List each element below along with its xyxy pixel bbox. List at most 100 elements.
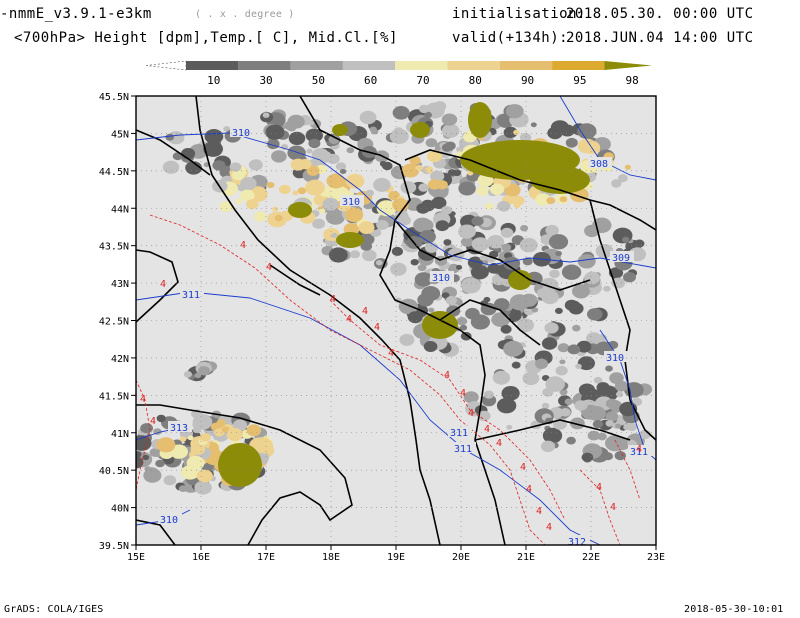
cloud-cell (376, 220, 389, 230)
cloud-cell (572, 324, 581, 332)
latitude-label: 42.5N (99, 317, 129, 328)
latitude-label: 41.5N (99, 391, 129, 402)
cloud-core (508, 270, 532, 290)
cloud-cell (587, 308, 603, 321)
cloud-cell (306, 148, 313, 154)
cloud-cell (461, 237, 474, 247)
colorbar-label: 70 (416, 74, 429, 87)
cloud-cell (531, 307, 539, 313)
temperature-label: 4 (140, 394, 146, 405)
temperature-label: 4 (150, 416, 156, 427)
cloud-cell (576, 340, 592, 353)
cloud-cell (634, 239, 645, 248)
cloud-cell (587, 406, 606, 421)
cloud-cell (262, 112, 270, 118)
latitude-label: 43N (111, 279, 129, 290)
cloud-cell (467, 256, 483, 269)
coast-border-line (136, 129, 211, 176)
cloud-cell (452, 169, 462, 177)
cloud-cell (522, 257, 533, 266)
cloud-cell (287, 114, 305, 129)
cloud-cell (615, 391, 624, 398)
cloud-cell (564, 299, 579, 311)
cloud-cell (523, 306, 535, 316)
cloud-cell (156, 437, 176, 453)
colorbar-label: 50 (312, 74, 325, 87)
cloud-cell (165, 133, 175, 141)
cloud-cell (328, 247, 348, 263)
cloud-cell (399, 333, 415, 346)
coast-border-line (589, 199, 656, 441)
colorbar-label: 10 (207, 74, 220, 87)
height-label-bg (158, 513, 182, 524)
cloud-cell (546, 197, 556, 205)
cloud-cell (181, 148, 196, 160)
cloud-cell (500, 227, 514, 238)
temperature-label: 4 (536, 506, 542, 517)
cloud-cell (577, 254, 596, 269)
cloud-cell (477, 410, 491, 422)
temperature-label: 4 (636, 444, 642, 455)
cloud-cell (430, 170, 445, 182)
cloud-cell (410, 259, 419, 266)
cloud-cell (506, 424, 513, 430)
model-title: -nmmE_v3.9.1-e3km (0, 6, 152, 22)
cloud-cell (501, 243, 512, 252)
colorbar-segment (342, 61, 396, 70)
cloud-cell (592, 420, 604, 429)
cloud-colorbar: 10 30 50 60 70 80 90 95 98 (145, 60, 652, 87)
latitude-label: 45.5N (99, 92, 129, 103)
cloud-cell (597, 334, 607, 342)
cloud-cell (463, 391, 479, 404)
cloud-cell (274, 214, 283, 222)
cloud-cell (443, 239, 452, 246)
cloud-cell (487, 235, 505, 249)
cloud-cell (288, 131, 306, 145)
colorbar-segment (238, 61, 291, 70)
height-contour-label: 310 (432, 273, 450, 284)
cloud-cell (492, 370, 511, 385)
colorbar-right-arrow (604, 61, 652, 70)
cloud-cell (549, 269, 560, 279)
cloud-cell (458, 181, 476, 196)
cloud-cell (605, 420, 614, 427)
cloud-cell (501, 403, 513, 413)
cloud-cell (520, 225, 529, 232)
cloud-cell (199, 433, 211, 442)
cloud-cell (240, 189, 255, 202)
cloud-cell (535, 358, 548, 369)
cloud-cell (605, 398, 619, 409)
cloud-cell (461, 277, 481, 294)
cloud-cell (163, 475, 177, 486)
cloud-cell (434, 255, 448, 266)
cloud-cell (519, 237, 538, 253)
cloud-cell (418, 104, 430, 114)
cloud-cell (196, 469, 213, 483)
cloud-cell (587, 430, 600, 441)
cloud-cell (226, 428, 243, 441)
height-label-bg (604, 351, 628, 362)
height-contour-label: 308 (590, 159, 608, 170)
height-label-bg (628, 445, 652, 456)
cloud-cell (567, 344, 581, 355)
cloud-cell (229, 162, 242, 172)
cloud-cell (490, 183, 505, 195)
temperature-label: 4 (388, 348, 394, 359)
cloud-cell (511, 361, 521, 369)
temperature-label: 4 (346, 314, 352, 325)
cloud-cell (500, 324, 512, 334)
cloud-core (422, 311, 458, 339)
cloud-cell (183, 371, 192, 378)
cloud-cell (409, 156, 421, 165)
cloud-cell (271, 150, 287, 163)
cloud-cell (204, 129, 224, 144)
colorbar-label: 95 (573, 74, 586, 87)
cloud-cell (216, 419, 226, 427)
colorbar-segment (186, 61, 239, 70)
height-label-bg (448, 426, 472, 437)
cloud-cell (192, 426, 202, 434)
cloud-cell (603, 285, 611, 292)
cloud-cell (155, 459, 165, 468)
cloud-cell (566, 436, 576, 445)
height-label-bg (566, 535, 590, 545)
